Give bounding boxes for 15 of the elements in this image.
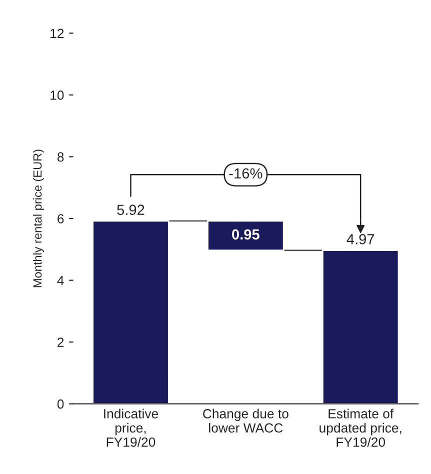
data-label: 0.95 [232, 229, 260, 240]
y-tick-label: 8 [57, 152, 64, 162]
y-tick-label: 12 [50, 28, 64, 38]
data-label: 5.92 [117, 204, 144, 216]
annotation: -16% [229, 168, 262, 179]
y-tick-label: 10 [50, 90, 64, 100]
y-axis-title: Monthly rental price (EUR) [33, 150, 44, 288]
y-tick-label: 0 [57, 399, 64, 409]
x-tick-label: Indicative price, FY19/20 [104, 408, 158, 447]
y-tick-label: 4 [57, 276, 64, 286]
y-tick-label: 2 [58, 338, 64, 347]
x-tick-label: Change due to lower WACC [203, 408, 288, 433]
x-tick-label: Estimate of updated price, FY19/20 [320, 408, 402, 447]
data-label: 4.97 [346, 234, 374, 244]
y-tick-label: 6 [58, 214, 64, 224]
